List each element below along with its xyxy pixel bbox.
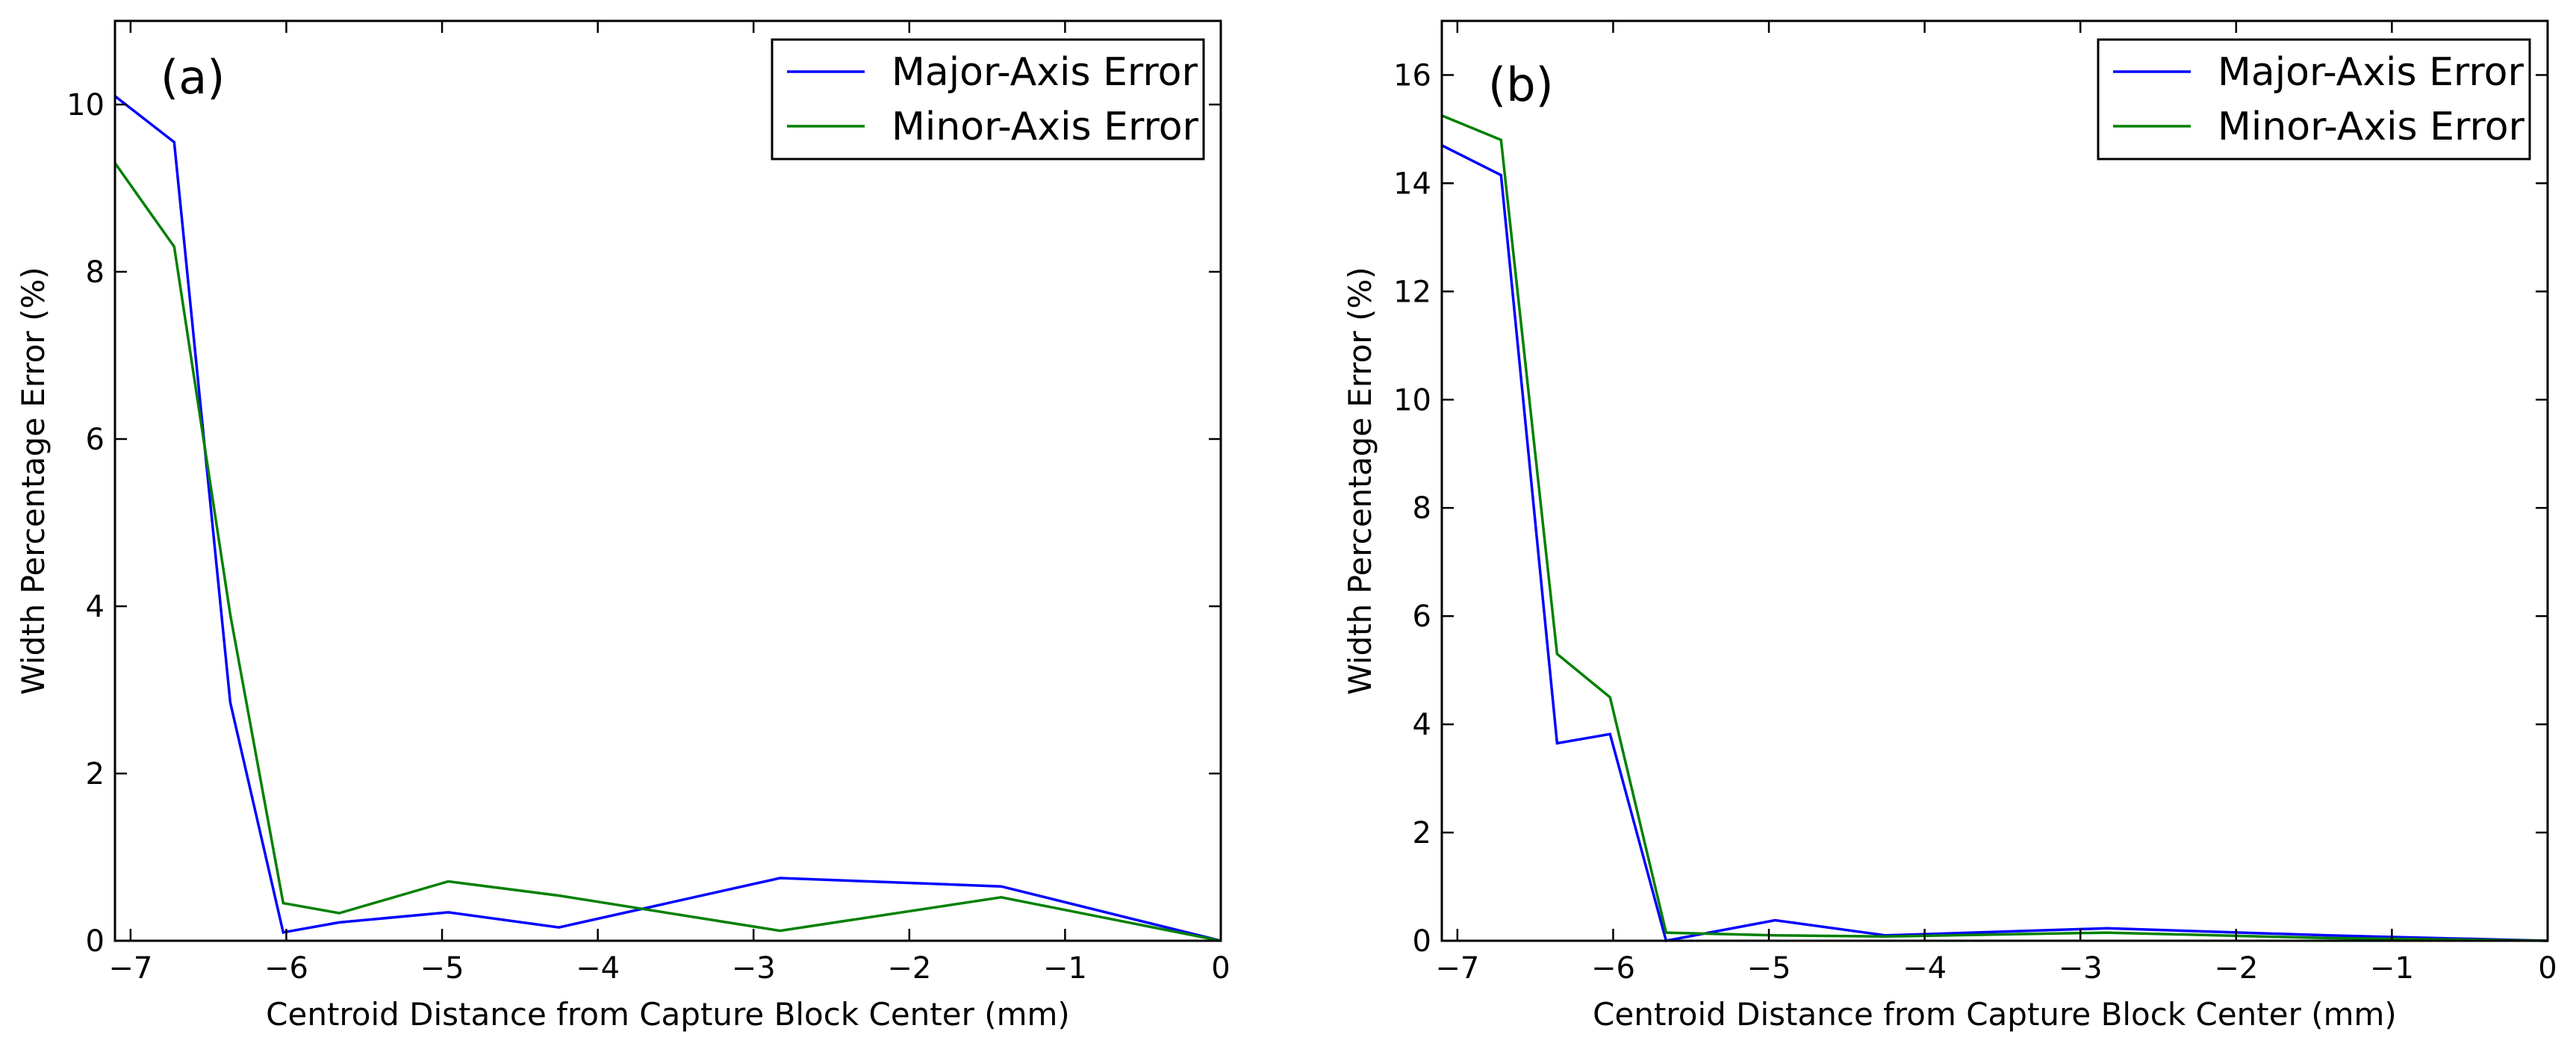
x-tick-label: −1 [1043, 951, 1087, 986]
y-tick-label: 8 [86, 255, 105, 290]
y-tick-label: 2 [86, 757, 105, 791]
x-tick-label: 0 [2538, 951, 2557, 986]
plot-frame [113, 19, 1222, 942]
x-tick-label: −3 [732, 951, 776, 986]
y-tick-label: 6 [1413, 600, 1431, 634]
y-tick-label: 4 [86, 590, 105, 624]
x-axis-label: Centroid Distance from Capture Block Cen… [1593, 996, 2397, 1033]
series-line-major-axis [1441, 144, 2548, 943]
legend-label-major-axis: Major-Axis Error [2218, 50, 2524, 95]
legend-box [2097, 38, 2531, 161]
x-tick-label: −7 [1435, 951, 1479, 986]
series-line-minor-axis [113, 162, 1222, 942]
y-tick-label: 2 [1413, 816, 1431, 850]
y-tick-label: 16 [1393, 58, 1431, 93]
chart-panel-a: −7 −6 −5 −4 −3 −2 −1 0 0 2 4 6 8 10 Centroid Distance … [15, 19, 1231, 1033]
series-line-minor-axis [1441, 114, 2548, 942]
y-tick-label: 6 [86, 423, 105, 457]
plot-frame [1440, 19, 2549, 942]
y-tick-label: 4 [1413, 708, 1431, 742]
x-tick-label: −4 [576, 951, 620, 986]
y-tick-label: 14 [1393, 167, 1431, 201]
panel-label: (a) [161, 50, 225, 105]
series-line-major-axis [113, 95, 1222, 942]
y-axis-label: Width Percentage Error (%) [15, 267, 52, 694]
x-tick-label: −2 [2214, 951, 2258, 986]
y-axis-label: Width Percentage Error (%) [1342, 267, 1378, 694]
legend-box [771, 38, 1205, 161]
x-tick-label: 0 [1211, 951, 1230, 986]
x-tick-label: −7 [108, 951, 152, 986]
y-tick-label: 0 [1413, 924, 1431, 959]
x-tick-label: −6 [1591, 951, 1635, 986]
x-tick-label: −4 [1903, 951, 1947, 986]
y-tick-label: 10 [1393, 383, 1431, 417]
legend-label-minor-axis: Minor-Axis Error [892, 105, 1199, 149]
legend: Major-Axis Error Minor-Axis Error [771, 38, 1205, 161]
y-tick-label: 0 [86, 924, 105, 959]
x-tick-label: −3 [2059, 951, 2103, 986]
x-tick-label: −6 [264, 951, 308, 986]
legend-label-major-axis: Major-Axis Error [892, 50, 1198, 95]
x-tick-label: −2 [887, 951, 931, 986]
x-axis-label: Centroid Distance from Capture Block Cen… [266, 996, 1070, 1033]
y-tick-label: 12 [1393, 275, 1431, 309]
x-tick-label: −5 [420, 951, 464, 986]
x-tick-label: −5 [1747, 951, 1791, 986]
y-tick-label: 8 [1413, 491, 1431, 526]
legend: Major-Axis Error Minor-Axis Error [2097, 38, 2531, 161]
panel-label: (b) [1488, 57, 1554, 112]
x-tick-label: −1 [2370, 951, 2414, 986]
legend-label-minor-axis: Minor-Axis Error [2218, 105, 2525, 149]
y-tick-label: 10 [66, 88, 105, 122]
chart-panel-b: −7 −6 −5 −4 −3 −2 −1 0 0 2 4 6 8 10 12 14 16 Centroid Dis… [1342, 19, 2557, 1033]
